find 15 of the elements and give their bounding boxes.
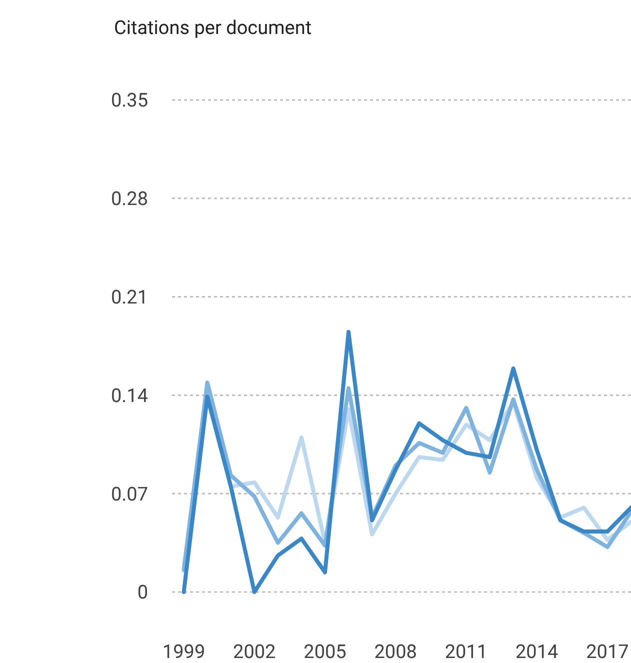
y-tick-label: 0.35 [110,88,148,112]
y-tick-label: 0 [137,580,148,604]
chart-title: Citations per document [114,16,312,39]
y-tick-label: 0.14 [110,384,148,407]
line-series [182,330,631,594]
x-tick-label: 2002 [233,640,276,663]
y-tick-label: 0.07 [110,482,148,506]
x-tick-label: 2014 [515,640,559,663]
y-tick-label: 0.28 [110,187,148,210]
x-tick-label: 2011 [444,640,488,663]
x-tick-label: 2005 [304,640,346,663]
y-tick-label: 0.21 [110,285,148,308]
x-tick-label: 2008 [374,640,417,663]
x-tick-label: 1999 [162,640,206,663]
x-tick-label: 2017 [586,640,629,663]
